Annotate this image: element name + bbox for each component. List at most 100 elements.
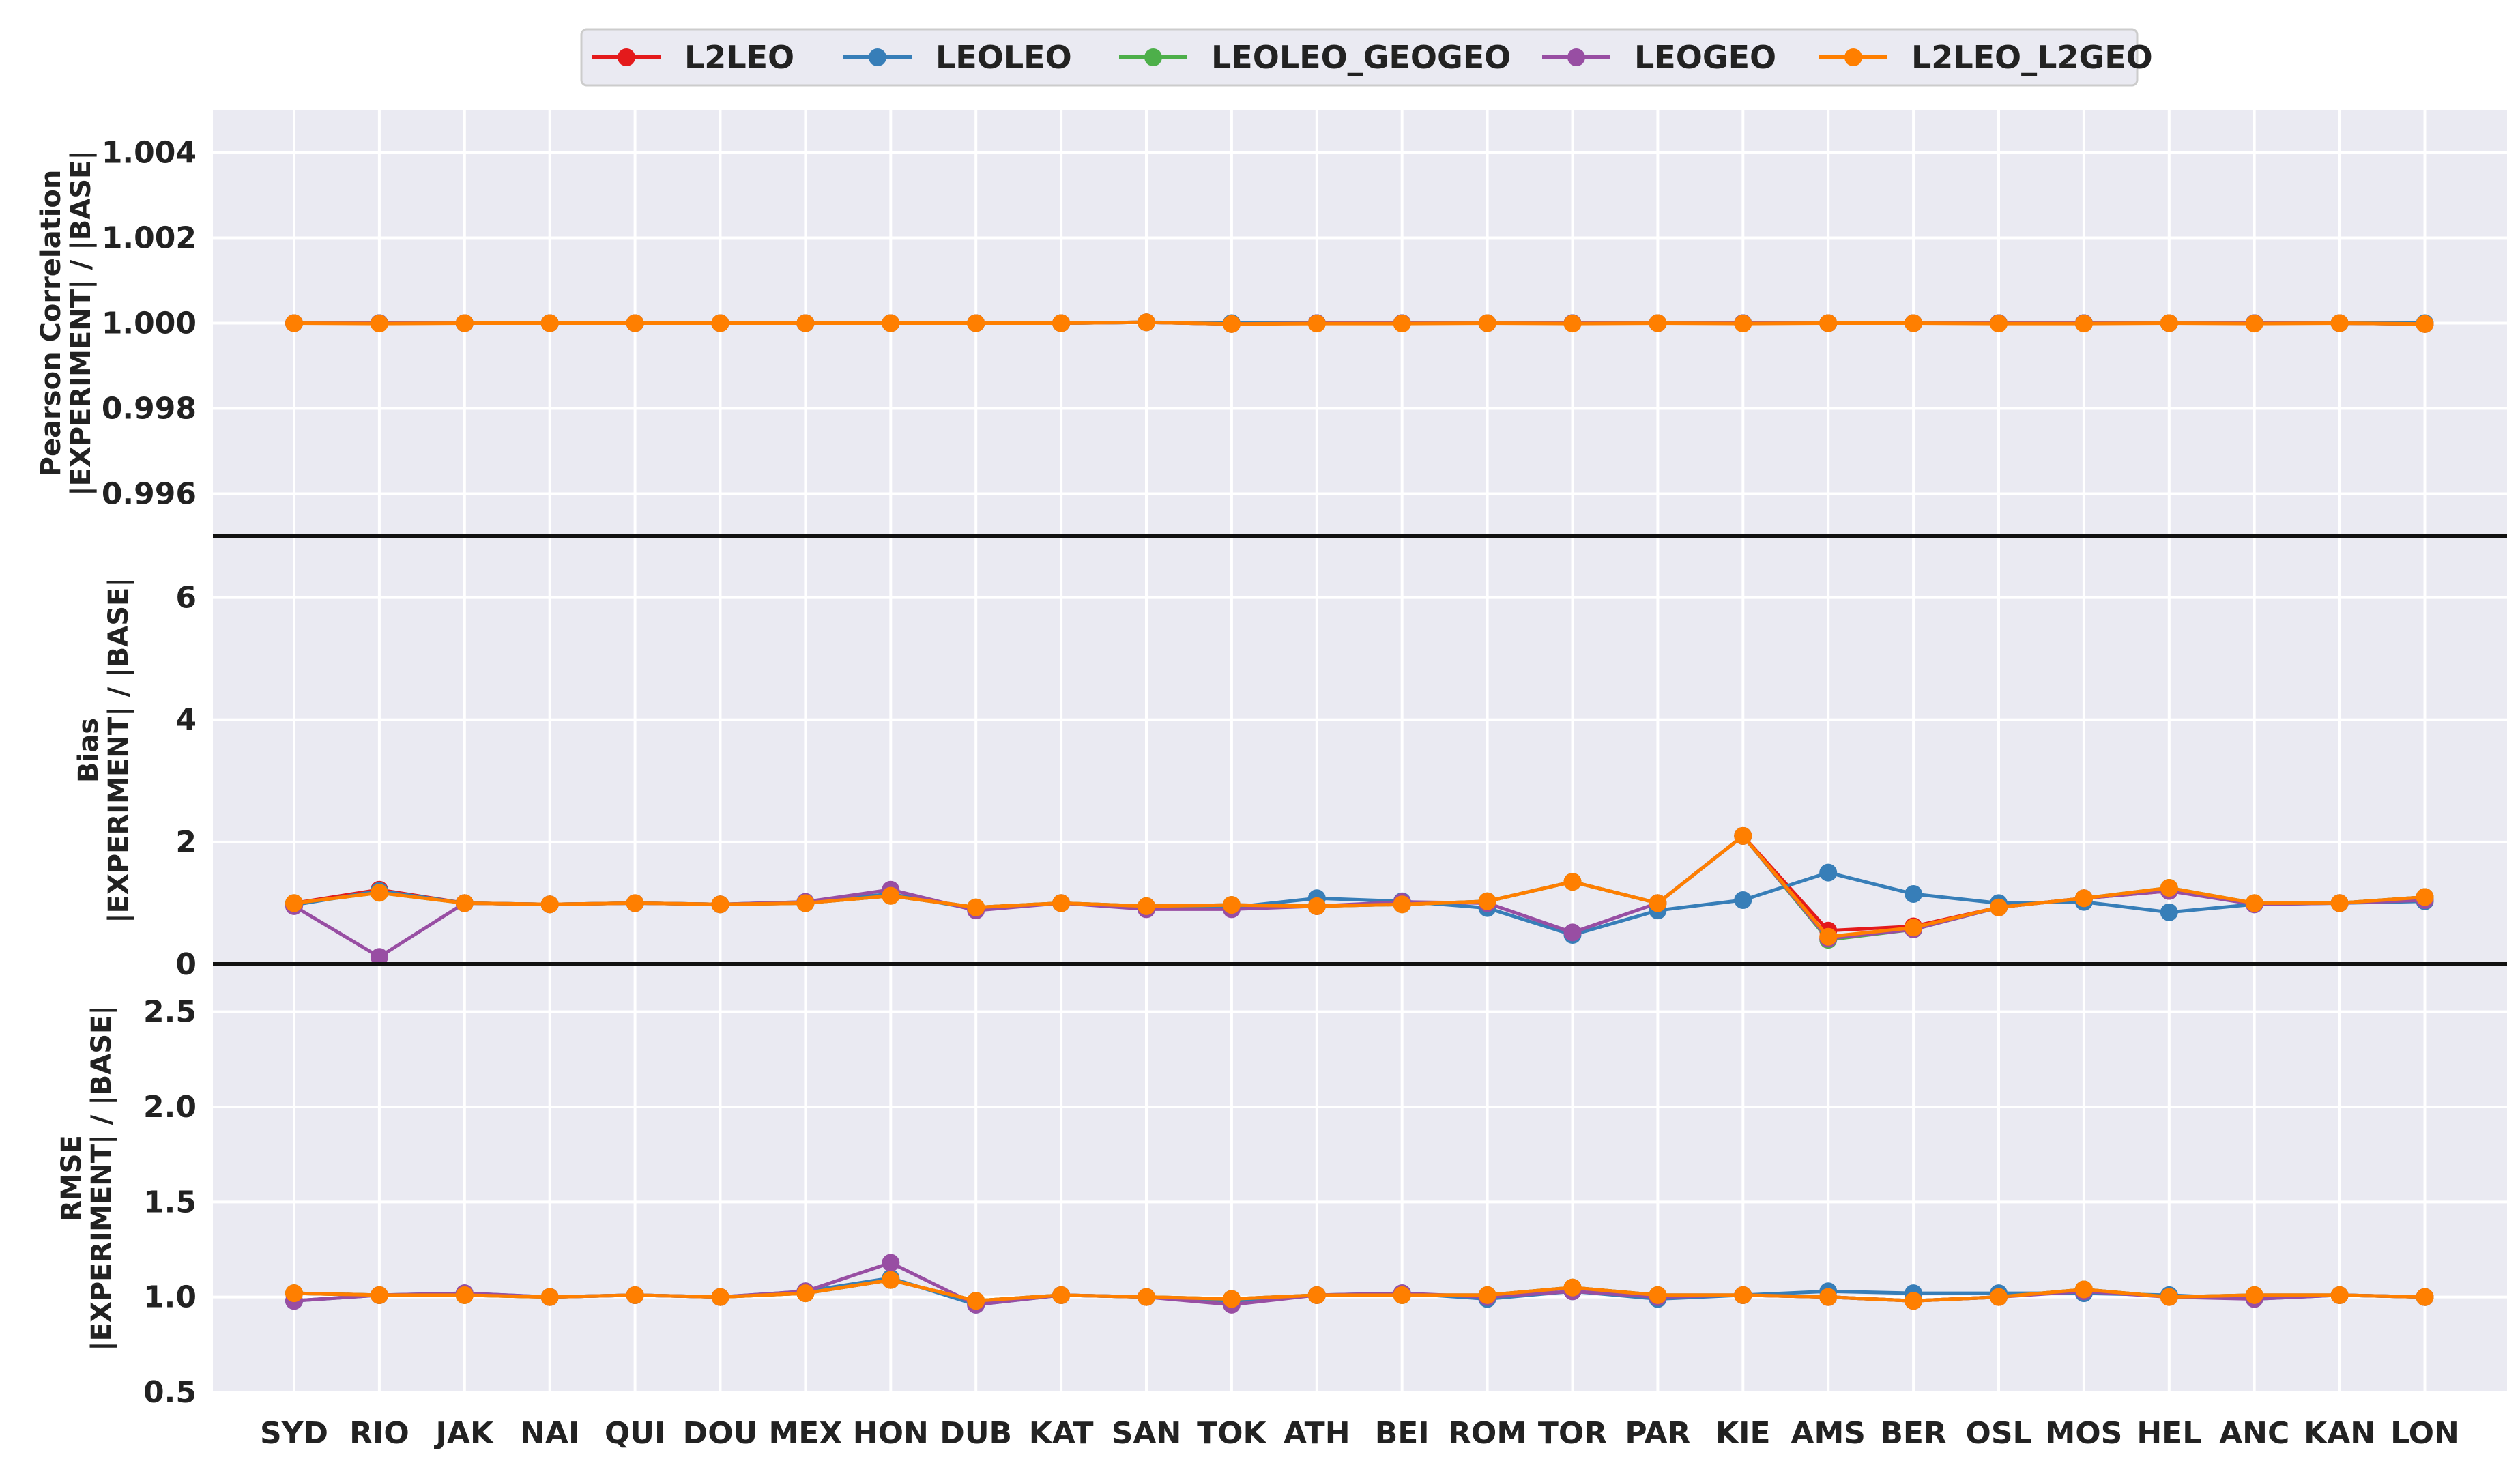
x-tick-label: KIE xyxy=(1715,1416,1771,1451)
x-tick-label: TOK xyxy=(1197,1416,1267,1451)
data-point xyxy=(1563,1278,1582,1297)
data-point xyxy=(1563,873,1582,891)
x-tick-label: LON xyxy=(2390,1416,2459,1451)
legend-label: L2LEO_L2GEO xyxy=(1911,39,2153,76)
x-tick-label: NAI xyxy=(520,1416,579,1451)
x-tick-label: JAK xyxy=(434,1416,495,1451)
data-point xyxy=(1222,1290,1241,1308)
series-line xyxy=(293,1278,2425,1303)
data-point xyxy=(1734,315,1752,333)
data-point xyxy=(1307,1286,1326,1304)
data-point xyxy=(1393,1286,1411,1304)
data-point xyxy=(1052,1286,1071,1304)
data-point xyxy=(1905,884,1923,903)
series-line xyxy=(293,833,2425,939)
x-tick-label: DUB xyxy=(940,1416,1012,1451)
x-tick-label: ATH xyxy=(1284,1416,1350,1451)
data-point xyxy=(1734,826,1752,845)
data-point xyxy=(1734,891,1752,909)
data-point xyxy=(2330,894,2349,912)
y-tick-label: 1.0 xyxy=(143,1280,197,1315)
data-point xyxy=(2330,314,2349,332)
legend-marker xyxy=(618,48,635,66)
x-tick-label: OSL xyxy=(1965,1416,2031,1451)
x-tick-label: SAN xyxy=(1112,1416,1182,1451)
data-point xyxy=(285,894,303,912)
data-point xyxy=(2074,315,2093,333)
data-point xyxy=(711,895,729,914)
data-point xyxy=(2245,1286,2263,1304)
data-point xyxy=(2416,888,2434,906)
legend-label: L2LEO xyxy=(684,39,794,76)
legend-entry: L2LEO xyxy=(592,39,794,76)
data-point xyxy=(2160,1288,2178,1306)
series-L2LEO_L2GEO xyxy=(285,313,2434,333)
data-point xyxy=(1990,898,2008,916)
panel-2: 0 2 4 6 Bias|EXPERIMENT| / |BASE| xyxy=(73,536,2507,982)
x-tick-label: TOR xyxy=(1538,1416,1607,1451)
data-point xyxy=(1819,927,1838,946)
legend: L2LEO LEOLEO LEOLEO_GEOGEO LEOGEO L2LEO_L2GE… xyxy=(580,28,2153,87)
data-point xyxy=(2074,889,2093,908)
data-point xyxy=(540,1288,559,1306)
data-point xyxy=(1563,315,1582,333)
data-point xyxy=(1819,863,1838,882)
data-point xyxy=(882,314,900,332)
y-tick-label: 4 xyxy=(175,703,197,738)
panel-3: 0.5 1.0 1.5 2.0 2.5 RMSE|EXPERIMENT| / |BASE| xyxy=(56,964,2507,1410)
legend-marker xyxy=(869,48,886,66)
y-axis-label: RMSE|EXPERIMENT| / |BASE| xyxy=(56,1005,118,1351)
x-tick-label: RIO xyxy=(349,1416,409,1451)
data-point xyxy=(796,1284,815,1303)
y-axis-label: Bias|EXPERIMENT| / |BASE| xyxy=(73,577,135,923)
data-point xyxy=(1222,896,1241,914)
x-tick-label: KAT xyxy=(1029,1416,1094,1451)
data-point xyxy=(1307,315,1326,333)
x-tick-label: SYD xyxy=(260,1416,328,1451)
data-point xyxy=(626,314,644,332)
data-point xyxy=(882,886,900,905)
x-tick-label: DOU xyxy=(683,1416,758,1451)
data-point xyxy=(2160,879,2178,897)
y-tick-label: 1.004 xyxy=(102,136,197,171)
data-point xyxy=(370,948,388,966)
y-tick-label: 0 xyxy=(175,947,197,982)
legend-label: LEOGEO xyxy=(1634,39,1776,76)
data-point xyxy=(626,894,644,912)
x-tick-label: HON xyxy=(853,1416,929,1451)
data-point xyxy=(455,1286,474,1304)
y-tick-label: 2.0 xyxy=(143,1090,197,1125)
y-axis-label-line: RMSE xyxy=(56,1135,87,1222)
x-tick-label: MEX xyxy=(769,1416,843,1451)
data-point xyxy=(2245,894,2263,912)
y-tick-label: 2.5 xyxy=(143,995,197,1030)
data-point xyxy=(967,1292,985,1310)
data-point xyxy=(1052,314,1071,332)
y-tick-label: 0.996 xyxy=(102,477,197,512)
data-point xyxy=(370,884,388,902)
data-point xyxy=(1905,919,1923,937)
data-point xyxy=(1649,314,1667,332)
legend-marker xyxy=(1144,48,1162,66)
legend-box xyxy=(580,28,2139,87)
data-point xyxy=(1138,313,1155,332)
y-axis-label-line: Bias xyxy=(73,718,104,783)
series-line xyxy=(293,320,2425,326)
data-point xyxy=(540,314,559,332)
data-point xyxy=(1478,892,1496,910)
data-point xyxy=(1478,314,1496,332)
data-point xyxy=(796,894,815,912)
series-L2LEO_L2GEO xyxy=(285,1271,2434,1310)
data-point xyxy=(711,1288,729,1306)
x-tick-label: PAR xyxy=(1625,1416,1690,1451)
y-axis-label: Pearson Correlation|EXPERIMENT| / |BASE| xyxy=(35,150,98,496)
data-point xyxy=(1307,897,1326,915)
legend-entry: LEOLEO xyxy=(843,39,1072,76)
x-tick-label: ANC xyxy=(2219,1416,2289,1451)
data-point xyxy=(1478,1286,1496,1304)
y-axis-label-line: |EXPERIMENT| / |BASE| xyxy=(86,1005,118,1351)
legend-entry: LEOLEO_GEOGEO xyxy=(1119,39,1511,76)
data-point xyxy=(1649,894,1667,912)
